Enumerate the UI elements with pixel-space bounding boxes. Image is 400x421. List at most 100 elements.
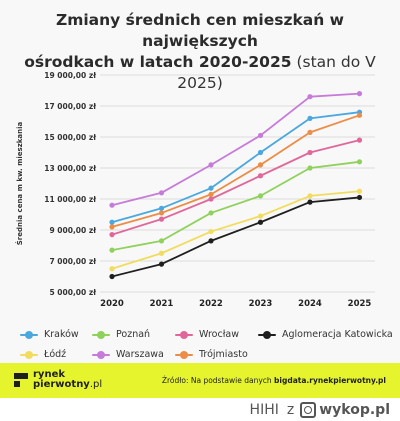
data-point-trojmiasto <box>307 129 313 135</box>
series-line-wroclaw <box>111 139 360 236</box>
data-point-trojmiasto <box>109 224 115 230</box>
data-point-trojmiasto <box>356 112 363 118</box>
title-date-note: (stan do V 2025) <box>177 53 376 92</box>
legend-label-trojmiasto: Trójmiasto <box>199 349 248 360</box>
y-tick-label: 19 000,00 zł <box>44 71 96 80</box>
series-line-aglomeracja-katowicka <box>111 196 360 278</box>
data-point-lodz <box>158 250 165 256</box>
chart-title: Zmiany średnich cen mieszkań w największ… <box>20 10 380 94</box>
logo-line-2: pierwotny <box>33 379 90 390</box>
data-point-krakow <box>109 219 115 225</box>
y-tick-label: 17 000,00 zł <box>44 102 96 111</box>
y-tick-label: 15 000,00 zł <box>44 133 96 142</box>
data-point-wroclaw <box>158 216 165 222</box>
data-point-krakow <box>208 185 214 191</box>
x-tick-label: 2024 <box>298 299 322 309</box>
source-site-link[interactable]: bigdata.rynekpierwotny.pl <box>274 376 386 385</box>
data-point-lodz <box>257 213 264 219</box>
legend-marker-lodz <box>20 350 38 359</box>
data-point-poznan <box>356 159 363 165</box>
legend-marker-wroclaw <box>175 330 193 339</box>
legend-label-krakow: Kraków <box>44 329 79 340</box>
data-point-aglomeracja-katowicka <box>109 273 115 280</box>
data-point-krakow <box>307 115 313 121</box>
data-point-trojmiasto <box>257 162 264 168</box>
x-tick-label: 2023 <box>249 299 273 309</box>
legend-item-krakow: Kraków <box>20 329 79 340</box>
legend-marker-trojmiasto <box>175 350 193 359</box>
source-note: Źródło: Na podstawie danych bigdata.ryne… <box>162 376 386 385</box>
data-point-warszawa <box>158 190 165 196</box>
line-chart: 5 000,00 zł 7 000,00 zł 9 000,00 zł 11 000,… <box>15 71 375 309</box>
y-tick-label: 5 000,00 zł <box>49 288 96 297</box>
legend-label-lodz: Łódź <box>44 349 67 360</box>
data-point-warszawa <box>208 162 214 168</box>
legend-label-warszawa: Warszawa <box>116 349 164 360</box>
data-point-aglomeracja-katowicka <box>356 194 363 201</box>
data-point-wroclaw <box>307 149 313 156</box>
y-tick-label: 11 000,00 zł <box>44 195 96 204</box>
data-point-aglomeracja-katowicka <box>257 219 264 225</box>
watermark-z: z <box>286 402 295 418</box>
series-line-lodz <box>111 190 360 270</box>
data-point-trojmiasto <box>208 191 214 197</box>
data-point-wroclaw <box>257 173 264 179</box>
x-tick-label: 2021 <box>150 299 174 309</box>
data-point-wroclaw <box>356 137 363 143</box>
wykop-logo-icon <box>300 402 317 418</box>
data-point-krakow <box>257 149 264 156</box>
legend-marker-aglomeracja-katowicka <box>258 330 276 339</box>
y-tick-label: 13 000,00 zł <box>44 164 96 173</box>
legend-label-poznan: Poznań <box>116 329 151 340</box>
data-point-poznan <box>208 210 214 216</box>
data-point-trojmiasto <box>158 210 165 216</box>
legend-marker-warszawa <box>92 350 110 359</box>
logo-line-1: rynek <box>33 369 66 380</box>
footer-bar: rynek pierwotny.pl Źródło: Na podstawie … <box>0 363 400 398</box>
title-line-1: Zmiany średnich cen mieszkań w największ… <box>55 11 344 50</box>
y-tick-label: 7 000,00 zł <box>49 257 96 266</box>
brand-logo: rynek pierwotny.pl <box>14 370 102 390</box>
x-tick-label: 2020 <box>100 299 124 309</box>
data-point-aglomeracja-katowicka <box>158 261 165 267</box>
source-prefix: Źródło: Na podstawie danych <box>161 376 272 385</box>
data-point-warszawa <box>257 132 264 139</box>
series-line-poznan <box>111 160 360 252</box>
legend-item-aglomeracja-katowicka: Aglomeracja Katowicka <box>258 329 393 340</box>
data-point-warszawa <box>307 94 313 100</box>
data-point-lodz <box>208 228 214 235</box>
data-point-aglomeracja-katowicka <box>307 199 313 205</box>
data-point-krakow <box>158 205 165 211</box>
watermark: HIHI z wykop.pl <box>250 399 390 421</box>
y-tick-label: 9 000,00 zł <box>49 226 96 235</box>
legend-label-wroclaw: Wrocław <box>199 329 239 340</box>
data-point-lodz <box>356 188 363 194</box>
logo-suffix: .pl <box>89 379 103 390</box>
y-axis-label: Średnia cena m kw. mieszkania <box>15 121 24 245</box>
x-tick-label: 2022 <box>199 299 223 309</box>
data-point-poznan <box>257 193 264 199</box>
x-tick-label: 2025 <box>348 299 372 309</box>
series-line-trojmiasto <box>111 114 360 228</box>
infographic-card: Zmiany średnich cen mieszkań w największ… <box>0 10 400 363</box>
data-point-poznan <box>158 238 165 244</box>
data-point-poznan <box>109 247 115 253</box>
data-point-aglomeracja-katowicka <box>208 238 214 244</box>
data-point-wroclaw <box>208 196 214 202</box>
legend-marker-krakow <box>20 330 38 339</box>
legend-label-aglomeracja-katowicka: Aglomeracja Katowicka <box>282 329 393 340</box>
legend-item-poznan: Poznań <box>92 329 150 340</box>
data-point-warszawa <box>109 202 115 208</box>
data-point-poznan <box>307 165 313 171</box>
series-line-krakow <box>111 111 360 224</box>
chart-legend: Kraków Poznań Wrocław Aglomeracja Katowicka… <box>0 323 400 363</box>
title-line-2: ośrodkach w latach 2020-2025 <box>24 53 292 71</box>
watermark-user: HIHI <box>249 402 279 418</box>
data-point-lodz <box>109 266 115 272</box>
watermark-site: wykop.pl <box>319 402 390 418</box>
legend-item-trojmiasto: Trójmiasto <box>175 349 248 360</box>
series-line-warszawa <box>111 92 360 207</box>
logo-mark-icon <box>14 373 28 387</box>
data-point-wroclaw <box>109 232 115 238</box>
legend-item-wroclaw: Wrocław <box>175 329 239 340</box>
